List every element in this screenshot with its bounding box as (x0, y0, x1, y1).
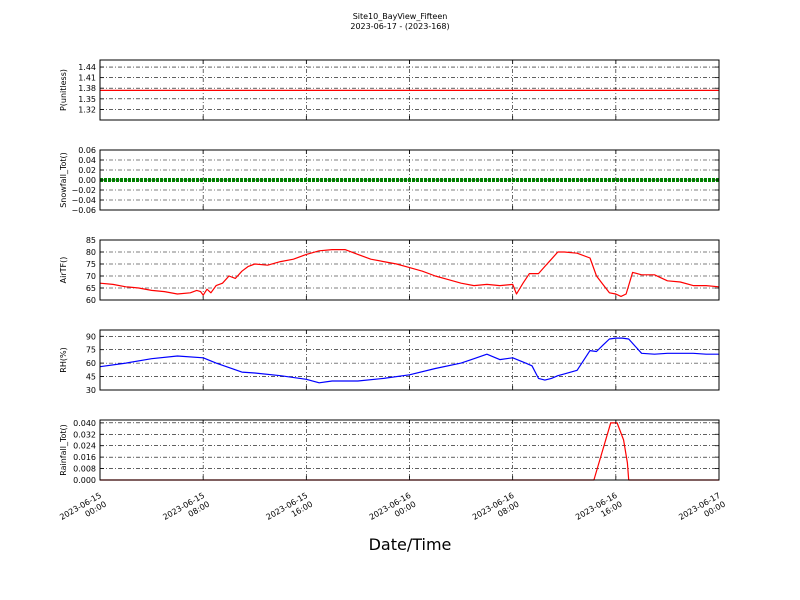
y-tick-label: 65 (86, 284, 96, 293)
panel-2: −0.06−0.04−0.020.000.020.040.06 Snowfall_… (59, 146, 720, 215)
y-tick-label: −0.06 (71, 206, 96, 215)
y-tick-label: 0.024 (73, 442, 96, 451)
panel-4: 30 45 60 75 90 RH(%) (59, 329, 720, 395)
y-tick-label: 60 (86, 296, 96, 305)
y-axis-label: P(unitless) (59, 69, 68, 111)
y-tick-label: 70 (86, 272, 96, 281)
y-tick-label: 60 (86, 359, 96, 368)
y-tick-label: 90 (86, 332, 96, 341)
panel-3: 60 65 70 75 80 85 AirTF() (59, 236, 720, 305)
y-tick-label: −0.02 (71, 186, 96, 195)
series-line (99, 337, 719, 384)
y-tick-label: 0.02 (78, 166, 96, 175)
y-tick-label: 0.00 (78, 176, 96, 185)
y-tick-label: 1.41 (78, 74, 96, 83)
y-axis-label: Rainfall_Tot() (59, 424, 68, 476)
panel-5: 0.000 0.008 0.016 0.024 0.032 0.040 Rainfall_T… (59, 419, 720, 485)
y-tick-label: 75 (86, 346, 96, 355)
series-line (99, 249, 720, 297)
chart-title: Site10_BayView_Fifteen (353, 12, 448, 21)
y-tick-label: 30 (86, 386, 96, 395)
y-tick-label: 45 (86, 373, 96, 382)
y-tick-label: 0.016 (73, 453, 96, 462)
y-tick-label: 0.008 (73, 465, 96, 474)
y-tick-label: −0.04 (71, 196, 96, 205)
y-tick-label: 1.35 (78, 95, 96, 104)
y-tick-label: 80 (86, 248, 96, 257)
y-tick-label: 0.04 (78, 156, 96, 165)
y-axis-label: RH(%) (59, 347, 68, 372)
panel-1: 1.321.35 1.381.41 1.44 P(unitless) (59, 59, 720, 121)
y-tick-label: 1.32 (78, 105, 96, 114)
series-line (100, 422, 719, 481)
y-tick-label: 0.000 (73, 476, 96, 485)
y-axis-label: AirTF() (59, 257, 68, 284)
y-tick-label: 0.032 (73, 430, 96, 439)
y-axis-label: Snowfall_Tot() (59, 152, 68, 208)
y-tick-label: 1.38 (78, 84, 96, 93)
y-tick-label: 1.44 (78, 63, 96, 72)
chart-subtitle: 2023-06-17 - (2023-168) (350, 22, 449, 31)
chart-panels: 1.321.351.381.411.44P(unitless)−0.06−0.0… (58, 59, 727, 522)
y-tick-label: 0.040 (73, 419, 96, 428)
x-axis-label: Date/Time (369, 535, 452, 554)
y-tick-label: 75 (86, 260, 96, 269)
y-tick-label: 85 (86, 236, 96, 245)
y-tick-label: 0.06 (78, 146, 96, 155)
